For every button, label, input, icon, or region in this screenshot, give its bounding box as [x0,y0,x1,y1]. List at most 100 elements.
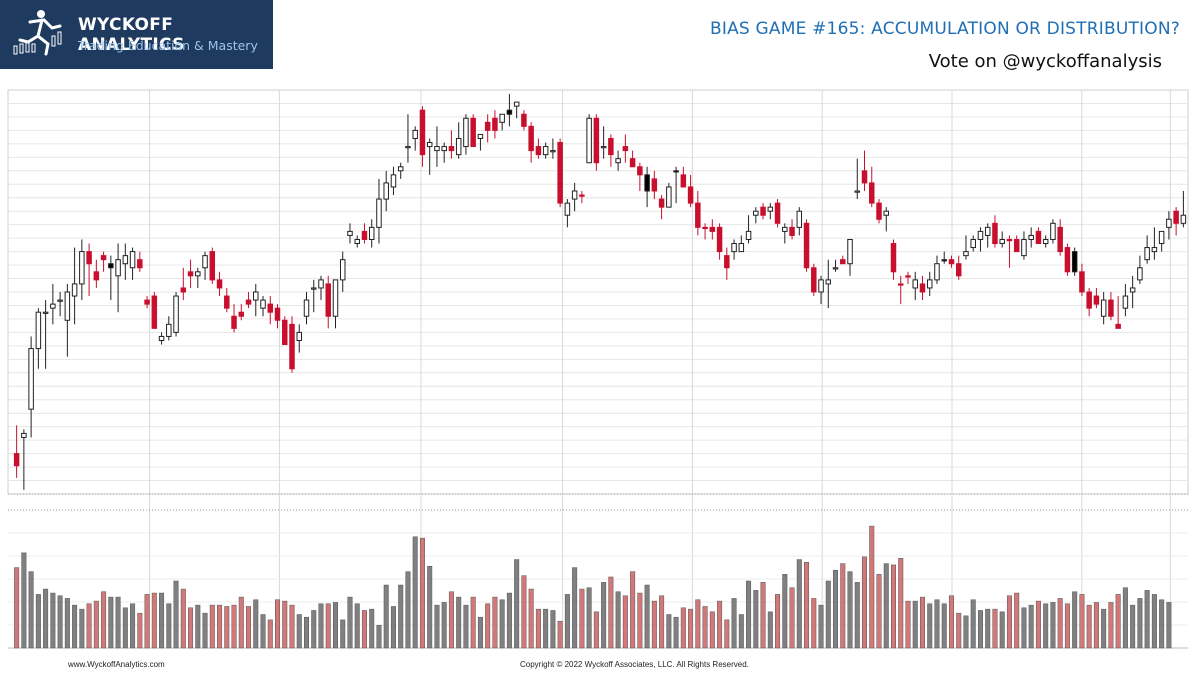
candle-body [796,210,803,228]
candle [224,287,230,313]
candle [992,215,998,248]
volume-bar [905,600,911,649]
candle-body [1173,210,1179,224]
candle [267,296,274,325]
candle-body [955,263,962,277]
candle [1158,230,1165,252]
candle-body [767,206,774,212]
volume-bar [644,584,650,649]
candle [238,304,245,321]
price-grid [7,89,1189,648]
candle [79,239,85,301]
candle [253,283,259,317]
volume-bar [738,614,744,649]
volume-bar [833,570,839,649]
volume-bar [43,588,49,649]
candle [876,199,882,224]
volume-bar [695,599,701,649]
candle [702,223,708,240]
candle-body [144,299,150,305]
candle-body [977,230,984,240]
volume-bar [753,590,759,649]
volume-bar [963,615,969,649]
volume-bar [934,599,940,649]
volume-bar [340,619,346,649]
candle [622,134,629,163]
volume-bar [898,557,904,649]
volume-bar [818,604,824,649]
volume-bar [919,596,925,649]
candle [100,251,107,272]
candle [1173,207,1179,236]
candle-body [1158,230,1165,245]
candle-body [789,226,795,236]
candle-body [347,230,353,236]
candle-body [282,319,288,346]
candle [441,142,447,163]
volume-bar [977,610,983,649]
candle [825,259,832,309]
candle [376,178,382,244]
volume-bar [1151,594,1157,649]
candle [629,150,636,168]
candle-body [521,113,527,127]
volume-bar [137,612,143,649]
candle [115,243,121,313]
volume-bar [1144,590,1150,649]
volume-bar [463,604,469,649]
candle-body [303,299,310,317]
volume-bar [564,594,570,649]
volume-bar [847,571,853,649]
candle-body [50,303,56,309]
volume-bar [760,582,766,649]
volume-series [14,525,1172,649]
vote-caption: Vote on @wyckoffanalysis [928,51,1162,72]
volume-bar [1014,592,1020,649]
volume-bar [1093,602,1099,649]
candle-body [542,146,549,156]
candle-body [455,137,462,156]
candle [970,235,976,252]
candle [303,292,310,325]
candle-body [339,259,346,281]
candle-body [100,255,107,261]
volume-bar [448,591,454,649]
candle-body [1079,271,1085,293]
volume-bar [1028,604,1034,649]
candle-body [477,133,484,139]
candle-body [158,335,165,341]
volume-bar [1137,598,1143,649]
candle [709,219,716,240]
candle [122,243,129,280]
candle-body [600,146,607,149]
volume-bar [876,574,882,649]
candle [412,126,418,151]
volume-bar [506,592,512,649]
candle-body [93,271,100,281]
volume-bar [869,525,875,649]
candle [64,283,71,357]
candle-body [753,210,759,216]
volume-bar [166,603,172,649]
candle [724,247,730,280]
candle-body [811,267,817,293]
candle-body [129,251,136,269]
candle-body [608,137,614,156]
candle [984,223,991,248]
volume-bar [14,567,20,649]
candle [803,219,810,272]
candle-body [180,287,187,293]
volume-bar [673,616,679,649]
candle-body [702,226,708,230]
candle-body [260,299,266,309]
volume-bar [622,595,628,649]
volume-bar [115,596,121,649]
volume-bar [304,616,309,649]
copyright: Copyright © 2022 Wyckoff Associates, LLC… [520,660,749,669]
candle-body [426,142,433,148]
candle [390,166,397,196]
candle [260,296,266,317]
website-link[interactable]: www.WyckoffAnalytics.com [68,660,165,669]
candle [898,275,904,305]
